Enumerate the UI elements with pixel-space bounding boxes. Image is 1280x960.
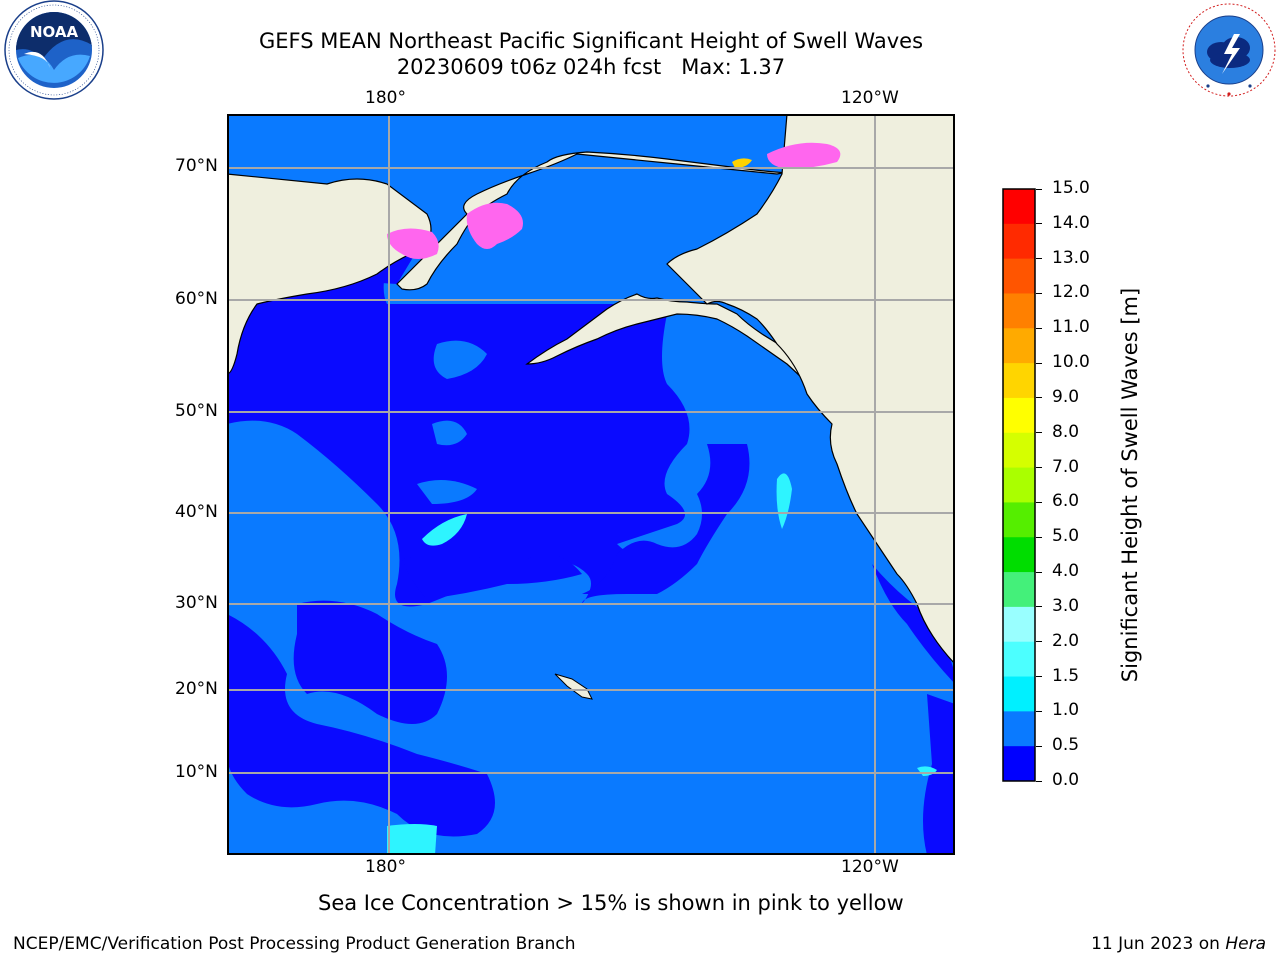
land-na-coast bbox=[666, 115, 954, 664]
colorbar-tick-mark bbox=[1036, 536, 1042, 538]
mid-patch-3 bbox=[432, 420, 467, 446]
lat-tick-70n: 70°N bbox=[175, 156, 218, 176]
colorbar-tick-label: 14.0 bbox=[1052, 212, 1090, 233]
colorbar-tick-label: 0.0 bbox=[1052, 770, 1080, 790]
colorbar-swatch bbox=[1003, 223, 1035, 260]
cyan-patch-1 bbox=[422, 514, 467, 546]
chart-title: GEFS MEAN Northeast Pacific Significant … bbox=[258, 29, 924, 53]
footer-host: Hera bbox=[1225, 934, 1266, 954]
colorbar-tick-mark bbox=[1036, 432, 1042, 434]
lon-tick-bottom-180: 180° bbox=[365, 857, 406, 877]
colorbar-tick-mark bbox=[1036, 745, 1042, 747]
colorbar-swatch bbox=[1003, 328, 1035, 364]
colorbar-swatch bbox=[1003, 467, 1035, 503]
colorbar-tick-label: 10.0 bbox=[1052, 352, 1090, 373]
lat-tick-60n: 60°N bbox=[175, 289, 218, 309]
sea-ice-chukchi bbox=[466, 202, 523, 249]
svg-text:NOAA: NOAA bbox=[30, 23, 79, 41]
chart-subtitle: 20230609 t06z 024h fcst Max: 1.37 bbox=[396, 55, 786, 79]
colorbar-swatch bbox=[1003, 746, 1035, 782]
colorbar-tick-label: 12.0 bbox=[1052, 282, 1090, 303]
colorbar-swatch bbox=[1003, 676, 1035, 712]
lat-tick-40n: 40°N bbox=[175, 502, 218, 522]
colorbar-tick-mark bbox=[1036, 397, 1042, 399]
low-swell-tongue bbox=[582, 444, 750, 594]
colorbar-tick-mark bbox=[1036, 780, 1042, 782]
map-panel bbox=[227, 114, 955, 859]
colorbar-tick-mark bbox=[1036, 676, 1042, 678]
colorbar-swatch bbox=[1003, 572, 1035, 608]
colorbar-label: Significant Height of Swell Waves [m] bbox=[1118, 287, 1142, 683]
footer-credit: NCEP/EMC/Verification Post Processing Pr… bbox=[13, 934, 576, 954]
noaa-logo: NOAA bbox=[2, 0, 106, 106]
colorbar-tick-label: 1.0 bbox=[1052, 700, 1080, 721]
colorbar-tick-label: 1.5 bbox=[1052, 665, 1080, 686]
colorbar-swatch bbox=[1003, 537, 1035, 573]
colorbar-swatch bbox=[1003, 363, 1035, 399]
colorbar-tick-mark bbox=[1036, 258, 1042, 260]
colorbar-tick-mark bbox=[1036, 362, 1042, 364]
colorbar-tick-label: 15.0 bbox=[1052, 178, 1090, 198]
land-hawaii bbox=[554, 673, 593, 700]
colorbar-tick-label: 0.5 bbox=[1052, 735, 1080, 756]
low-swell-band bbox=[402, 554, 582, 599]
sea-ice-yellow bbox=[732, 158, 752, 168]
nws-logo bbox=[1178, 0, 1280, 104]
colorbar-tick-label: 7.0 bbox=[1052, 456, 1080, 477]
mid-patch-1 bbox=[433, 340, 487, 379]
lat-tick-10n: 10°N bbox=[175, 762, 218, 782]
lon-tick-bottom-120w: 120°W bbox=[841, 857, 899, 877]
colorbar-tick-mark bbox=[1036, 710, 1042, 712]
colorbar-swatch bbox=[1003, 711, 1035, 747]
sea-ice-note: Sea Ice Concentration > 15% is shown in … bbox=[318, 891, 904, 915]
lon-tick-top-120w: 120°W bbox=[841, 88, 899, 108]
colorbar-tick-label: 13.0 bbox=[1052, 247, 1090, 268]
colorbar-tick-mark bbox=[1036, 571, 1042, 573]
colorbar bbox=[1002, 188, 1036, 786]
cyan-patch-2 bbox=[776, 473, 792, 529]
colorbar-tick-label: 3.0 bbox=[1052, 595, 1080, 616]
colorbar-tick-label: 8.0 bbox=[1052, 421, 1080, 442]
sea-ice-bering bbox=[387, 228, 439, 259]
colorbar-swatch bbox=[1003, 432, 1035, 469]
colorbar-tick-label: 4.0 bbox=[1052, 561, 1080, 582]
lon-tick-top-180: 180° bbox=[365, 88, 406, 108]
colorbar-tick-mark bbox=[1036, 501, 1042, 503]
land-russia bbox=[228, 173, 432, 375]
colorbar-tick-mark bbox=[1036, 467, 1042, 469]
lat-tick-30n: 30°N bbox=[175, 593, 218, 613]
colorbar-tick-label: 5.0 bbox=[1052, 526, 1080, 547]
colorbar-tick-mark bbox=[1036, 223, 1042, 225]
colorbar-tick-mark bbox=[1036, 606, 1042, 608]
low-swell-coast bbox=[872, 564, 954, 683]
colorbar-tick-mark bbox=[1036, 327, 1042, 329]
low-swell-southwest bbox=[228, 614, 495, 837]
colorbar-swatch bbox=[1003, 397, 1035, 434]
low-swell-south bbox=[293, 600, 447, 724]
colorbar-tick-label: 2.0 bbox=[1052, 630, 1080, 651]
cyan-patch-3 bbox=[387, 824, 437, 854]
lat-tick-50n: 50°N bbox=[175, 401, 218, 421]
colorbar-tick-mark bbox=[1036, 292, 1042, 294]
colorbar-tick-mark bbox=[1036, 188, 1042, 190]
colorbar-swatch bbox=[1003, 502, 1035, 538]
colorbar-swatch bbox=[1003, 641, 1035, 678]
graticule bbox=[228, 115, 954, 854]
sea-ice-beaufort bbox=[767, 142, 841, 169]
colorbar-swatch bbox=[1003, 606, 1035, 643]
footer-date: 11 Jun 2023 on Hera bbox=[1091, 934, 1266, 954]
colorbar-tick-mark bbox=[1036, 641, 1042, 643]
colorbar-tick-label: 6.0 bbox=[1052, 491, 1080, 512]
colorbar-swatch bbox=[1003, 293, 1035, 329]
mid-patch-2 bbox=[417, 480, 477, 504]
colorbar-tick-label: 9.0 bbox=[1052, 386, 1080, 407]
lat-tick-20n: 20°N bbox=[175, 679, 218, 699]
colorbar-swatch bbox=[1003, 189, 1035, 225]
colorbar-swatch bbox=[1003, 258, 1035, 294]
colorbar-tick-label: 11.0 bbox=[1052, 317, 1090, 338]
